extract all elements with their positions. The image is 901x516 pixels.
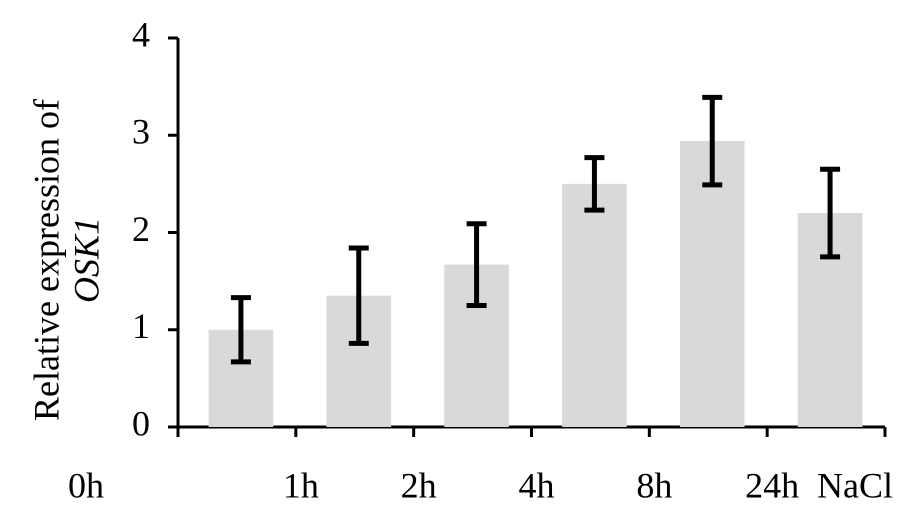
x-tick-label: 24h (745, 465, 799, 505)
error-bar (820, 166, 841, 260)
y-tick-label: 4 (132, 14, 150, 54)
bar (679, 141, 745, 427)
bar (562, 183, 627, 427)
x-tick-label: 4h (519, 465, 555, 505)
x-tick-label: 2h (401, 465, 437, 505)
y-tick-label: 0 (132, 403, 150, 443)
error-bar (230, 295, 251, 365)
x-tick-label: NaCl (817, 465, 893, 505)
y-label-gene: OSK1 (66, 217, 106, 303)
y-label: Relative expression of (26, 99, 66, 421)
error-bar (584, 155, 605, 213)
error-bar (702, 94, 723, 188)
x-tick-label: 8h (636, 465, 672, 505)
y-tick-label: 2 (132, 209, 150, 249)
x-tick-label: 1h (283, 465, 319, 505)
y-tick-label: 3 (132, 112, 150, 152)
y-axis-title: Relative expression of OSK1 (26, 99, 106, 421)
error-bar (348, 245, 369, 346)
x-tick-label: 0h (68, 465, 104, 505)
error-bar (466, 221, 487, 308)
y-tick-label: 1 (132, 306, 150, 346)
